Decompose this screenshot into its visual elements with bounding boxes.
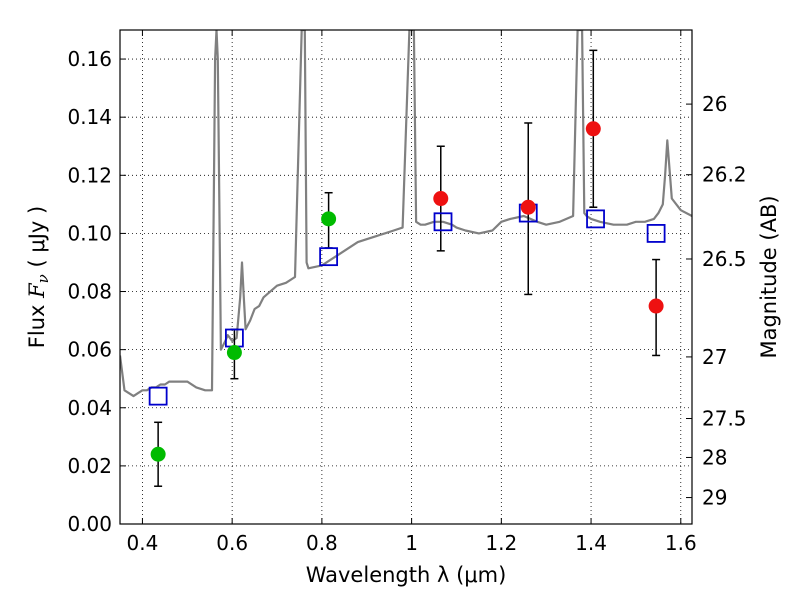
ticks: 0.4 0.6 0.8 1 1.2 1.4 1.6 0.00 0.02 0.04 0.06 0.08 0… [67,30,747,555]
x-tick-label: 1 [405,531,418,555]
optical-point [150,446,166,462]
y-tick-label: 0.16 [67,47,112,71]
x-tick-label: 0.6 [216,531,248,555]
infrared-point [648,298,664,314]
y-tick-label: 0.08 [67,280,112,304]
x-tick-label: 1.6 [665,531,697,555]
plot-frame [119,29,693,525]
x-tick-label: 0.8 [306,531,338,555]
y-axis-label: Flux Fν ( μJy ) [25,206,52,348]
y-tick-label: 0.12 [67,163,112,187]
model-square [586,209,605,229]
model-square [148,386,168,406]
model-square [319,247,339,267]
x-tick-label: 1.2 [485,531,517,555]
magnitude-tick-label: 26 [702,92,727,116]
magnitude-tick-label: 27 [702,345,727,369]
model-square [433,212,453,232]
x-tick-label: 0.4 [127,531,159,555]
y-tick-label: 0.02 [67,454,112,478]
x-axis-label: Wavelength λ (μm) [306,563,507,587]
magnitude-axis-label: Magnitude (AB) [757,195,781,358]
infrared-point [520,199,536,215]
infrared-point [433,191,449,207]
y-tick-label: 0.10 [67,221,112,245]
magnitude-tick-label: 29 [702,486,727,510]
optical-point [321,211,337,227]
magnitude-tick-label: 28 [702,445,727,469]
spectrum-line [120,30,692,398]
y-tick-label: 0.00 [67,512,112,536]
x-tick-label: 1.4 [575,531,607,555]
spectrum-series [120,30,692,398]
y-tick-label: 0.04 [67,396,112,420]
optical-point [226,345,242,361]
y-tick-label: 0.06 [67,338,112,362]
magnitude-tick-label: 27.5 [702,407,747,431]
magnitude-tick-label: 26.5 [702,247,747,271]
y-tick-label: 0.14 [67,105,112,129]
model-square [646,224,666,243]
infrared-point [585,121,601,137]
magnitude-tick-label: 26.2 [702,163,747,187]
markers [148,121,666,462]
